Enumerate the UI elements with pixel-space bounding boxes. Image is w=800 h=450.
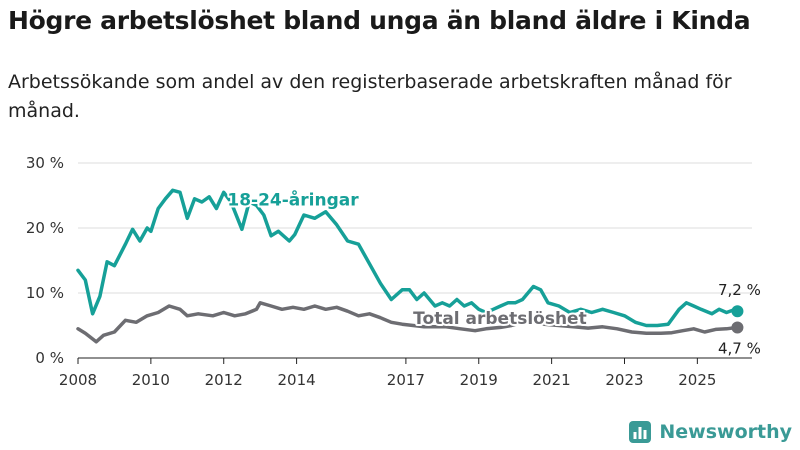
x-tick-label: 2010 [132,371,170,389]
series-end-dot [731,321,744,334]
series-label: Total arbetslöshet [413,309,587,329]
series-end-value-label: 4,7 % [718,339,761,357]
line-chart: 0 % 10 % 20 % 30 % 2008 2010 2012 2014 2017 2019 2… [26,154,761,389]
series-end-dot [731,305,744,318]
x-tick-label: 2025 [678,371,716,389]
series-label: 18-24-åringar [227,188,359,210]
chart-title: Högre arbetslöshet bland unga än bland ä… [8,6,751,35]
chart-subtitle: Arbetssökande som andel av den registerb… [8,71,732,122]
series-line-youth [76,188,740,328]
y-tick-label: 20 % [26,219,64,237]
x-tick-label: 2014 [278,371,316,389]
x-tick-label: 2021 [533,371,571,389]
series-line-total [76,301,740,344]
newsworthy-logo-icon [629,421,652,443]
brand-name: Newsworthy [659,421,792,443]
series-end-value-label: 7,2 % [718,281,761,299]
x-tick-label: 2023 [605,371,643,389]
y-tick-label: 10 % [26,284,64,302]
brand-logo: Newsworthy [628,420,792,444]
x-tick-label: 2019 [460,371,498,389]
x-tick-label: 2008 [59,371,97,389]
y-tick-label: 30 % [26,154,64,172]
x-tick-label: 2012 [205,371,243,389]
x-tick-label: 2017 [387,371,425,389]
y-tick-label: 0 % [35,349,64,367]
